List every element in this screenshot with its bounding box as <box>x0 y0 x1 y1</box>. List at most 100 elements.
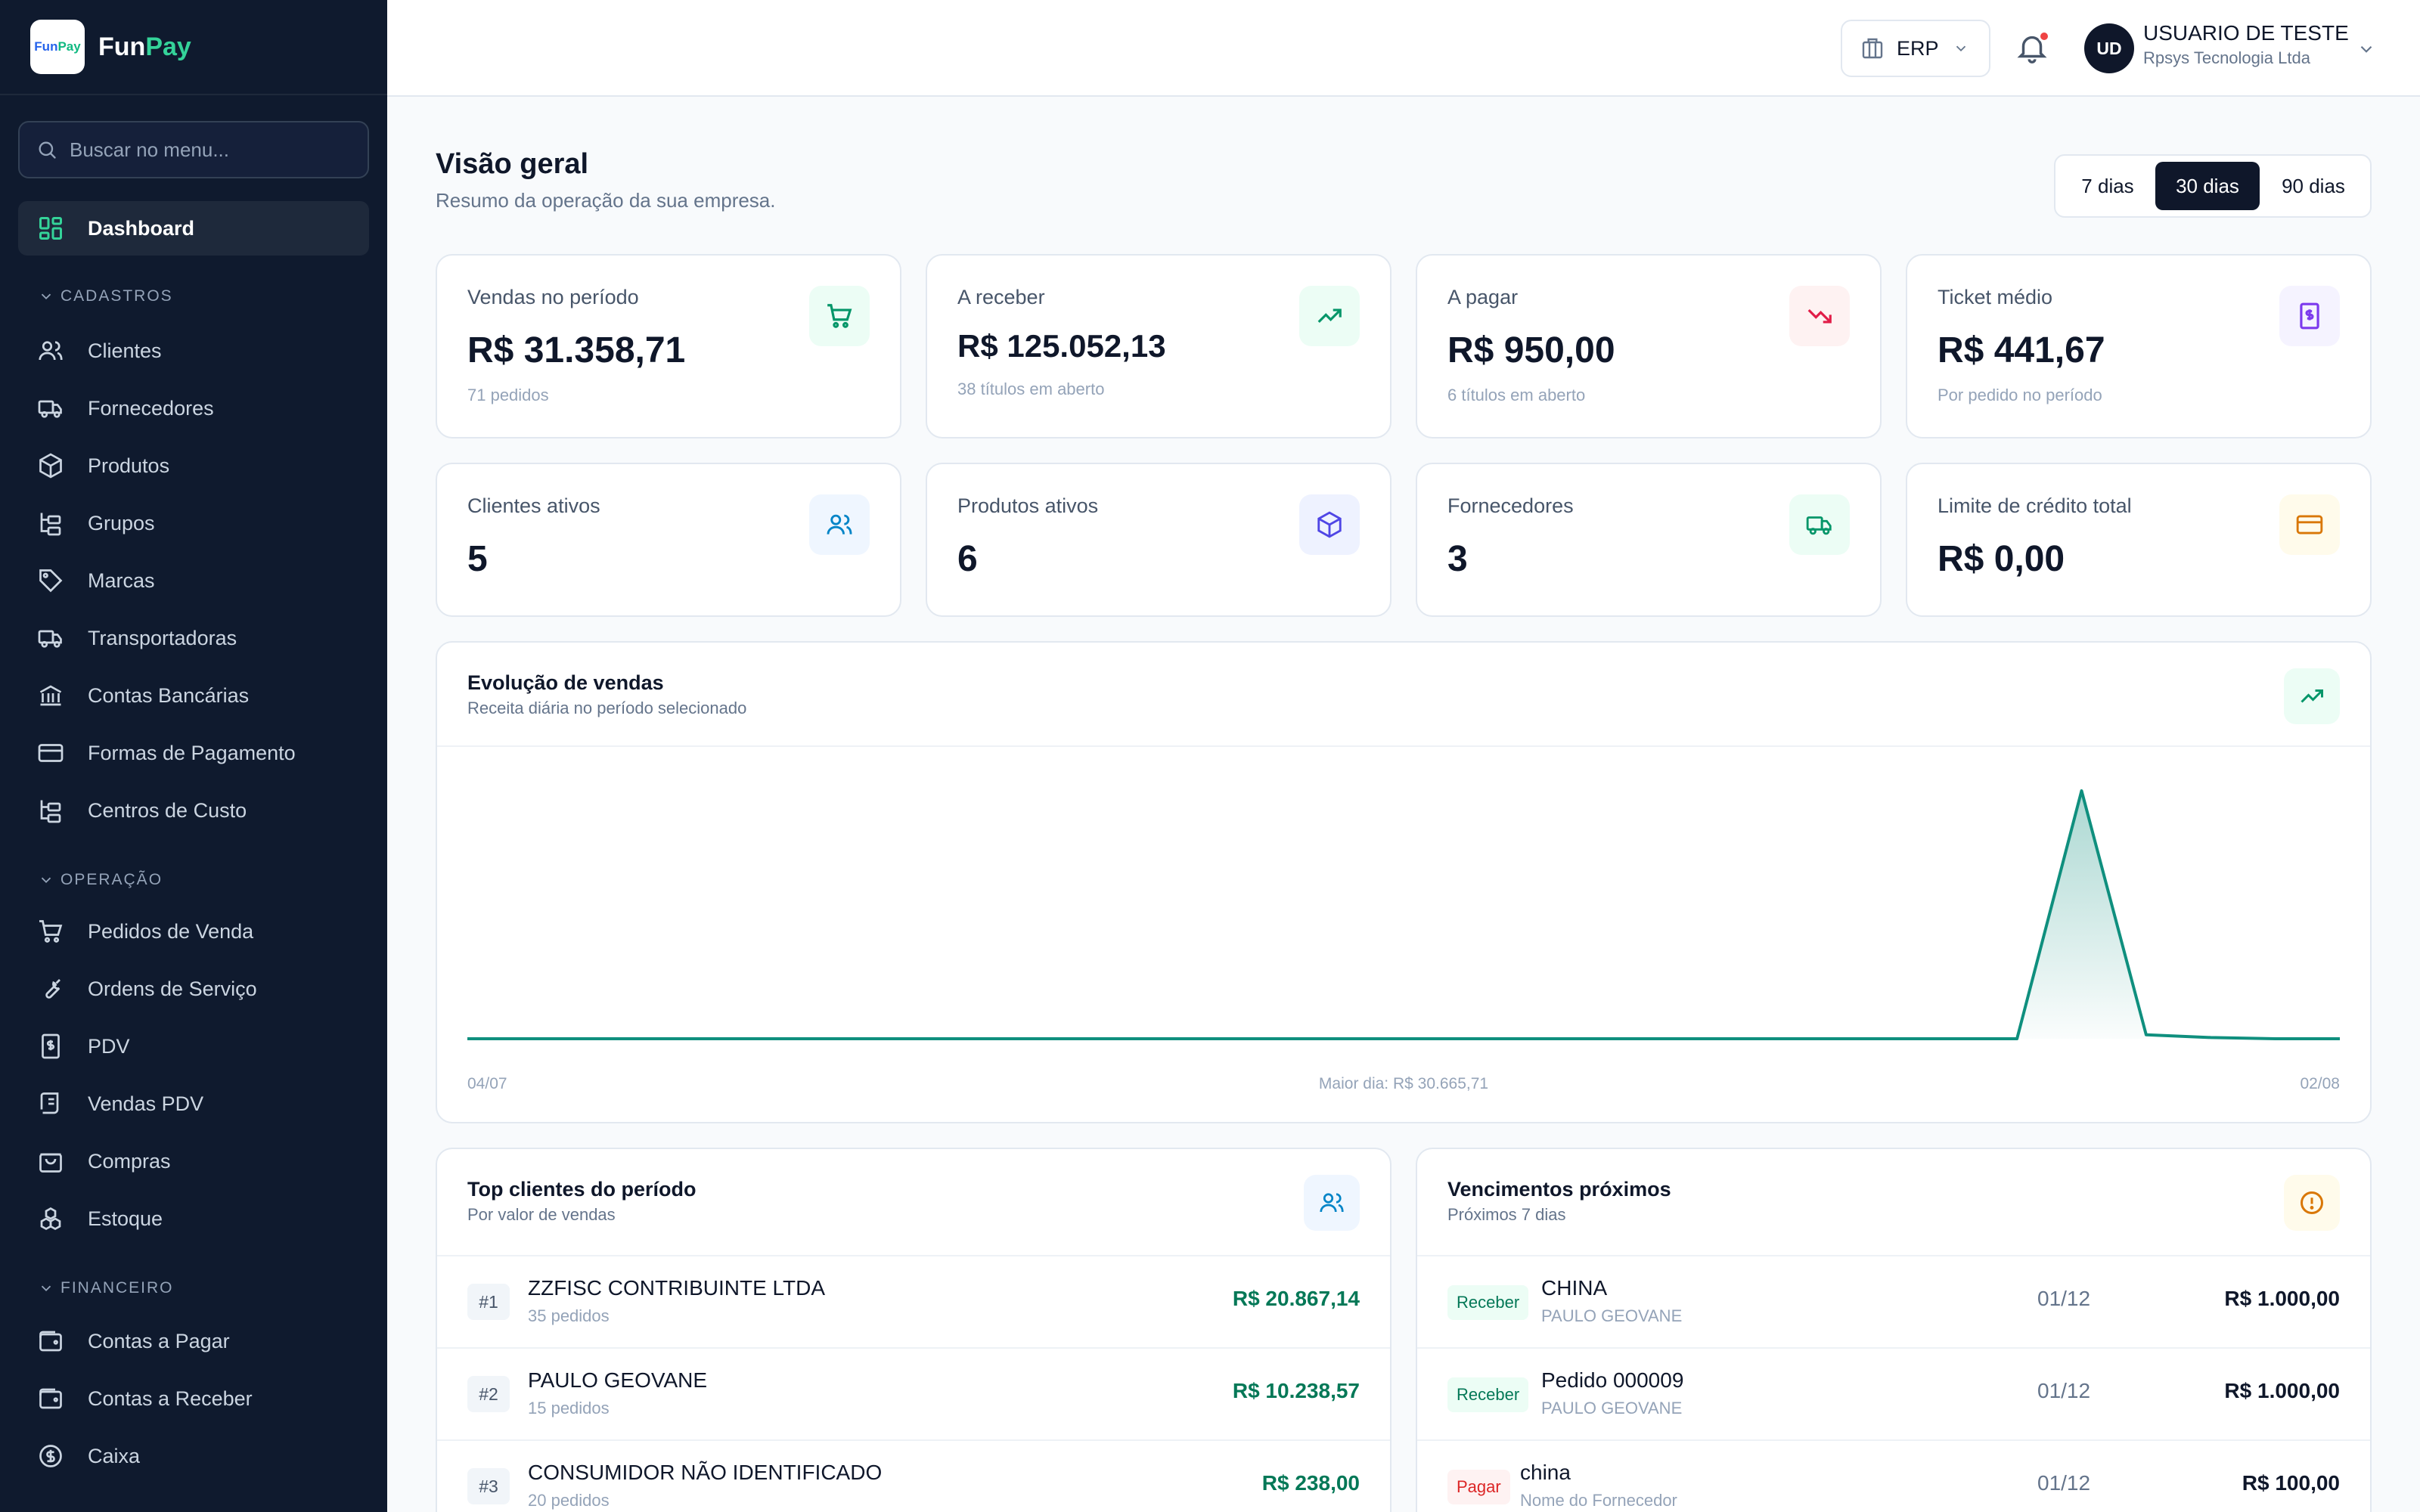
company-name: Rpsys Tecnologia Ltda <box>2143 48 2310 67</box>
chart-point[interactable] <box>724 1036 728 1041</box>
module-selector[interactable]: ERP <box>1841 20 1990 77</box>
due-name: Pedido 000009 <box>1541 1368 1684 1392</box>
sidebar-item-vendas-pdv[interactable]: Vendas PDV <box>18 1077 369 1131</box>
boxes-icon <box>36 1204 65 1233</box>
chart-point[interactable] <box>1498 1036 1503 1041</box>
chart-point[interactable] <box>2079 789 2083 793</box>
kpi-card-a-receber[interactable]: A receber R$ 125.052,13 38 títulos em ab… <box>926 254 1392 438</box>
sidebar-item-label: Dashboard <box>88 216 195 240</box>
sidebar-item-ordens-servico[interactable]: Ordens de Serviço <box>18 962 369 1016</box>
users-icon <box>1304 1175 1360 1231</box>
brand[interactable]: FunPay FunPay <box>0 0 387 95</box>
kpi-card-fornecedores[interactable]: Fornecedores 3 <box>1416 463 1882 617</box>
sidebar-item-contas-pagar[interactable]: Contas a Pagar <box>18 1314 369 1368</box>
notification-dot <box>2038 30 2050 42</box>
sidebar-item-marcas[interactable]: Marcas <box>18 553 369 608</box>
chart-point[interactable] <box>467 1036 470 1041</box>
alert-circle-icon <box>2284 1175 2340 1231</box>
sidebar-item-estoque[interactable]: Estoque <box>18 1191 369 1246</box>
section-cadastros[interactable]: CADASTROS <box>38 287 173 305</box>
menu-search[interactable] <box>18 121 369 178</box>
table-row[interactable]: #3 CONSUMIDOR NÃO IDENTIFICADO 20 pedido… <box>437 1439 1390 1512</box>
chart-point[interactable] <box>1692 1036 1696 1041</box>
bell-icon[interactable] <box>2015 30 2049 65</box>
kpi-value: R$ 125.052,13 <box>957 328 1166 364</box>
chart-point[interactable] <box>1111 1036 1115 1041</box>
kpi-sub: 6 títulos em aberto <box>1447 386 1586 404</box>
chart-point[interactable] <box>1305 1036 1309 1041</box>
sidebar-item-clientes[interactable]: Clientes <box>18 324 369 378</box>
chart-point[interactable] <box>659 1036 663 1041</box>
chart-point[interactable] <box>2208 1035 2213 1040</box>
sidebar-item-caixa[interactable]: Caixa <box>18 1429 369 1483</box>
chevron-down-icon[interactable] <box>2356 39 2376 59</box>
sidebar-item-label: Fornecedores <box>88 396 214 420</box>
table-row[interactable]: #2 PAULO GEOVANE 15 pedidos R$ 10.238,57 <box>437 1347 1390 1439</box>
chart-point[interactable] <box>788 1036 793 1041</box>
chart-point[interactable] <box>2015 1036 2019 1041</box>
sidebar-item-pedidos-venda[interactable]: Pedidos de Venda <box>18 904 369 959</box>
chart-point[interactable] <box>1821 1036 1826 1041</box>
chart-point[interactable] <box>1175 1036 1180 1041</box>
scroll-icon <box>36 1089 65 1118</box>
table-row[interactable]: Receber Pedido 000009 PAULO GEOVANE 01/1… <box>1417 1347 2370 1439</box>
hierarchy-icon <box>36 796 65 825</box>
chart-point[interactable] <box>2273 1036 2278 1041</box>
kpi-card-a-pagar[interactable]: A pagar R$ 950,00 6 títulos em aberto <box>1416 254 1882 438</box>
chart-point[interactable] <box>2144 1033 2149 1037</box>
sidebar-item-formas-pagamento[interactable]: Formas de Pagamento <box>18 726 369 780</box>
chart-point[interactable] <box>1046 1036 1050 1041</box>
range-30-days[interactable]: 30 dias <box>2155 162 2260 210</box>
table-row[interactable]: Receber CHINA PAULO GEOVANE 01/12 R$ 1.0… <box>1417 1255 2370 1347</box>
chart-point[interactable] <box>529 1036 534 1041</box>
kpi-label: Produtos ativos <box>957 494 1099 517</box>
shopping-bag-icon <box>36 1147 65 1176</box>
kpi-card-produtos-ativos[interactable]: Produtos ativos 6 <box>926 463 1392 617</box>
chart-point[interactable] <box>1369 1036 1373 1041</box>
chart-point[interactable] <box>1434 1036 1438 1041</box>
sidebar-item-compras[interactable]: Compras <box>18 1134 369 1188</box>
chart-point[interactable] <box>917 1036 922 1041</box>
kpi-card-clientes-ativos[interactable]: Clientes ativos 5 <box>436 463 901 617</box>
sidebar-item-pdv[interactable]: PDV <box>18 1019 369 1074</box>
kpi-card-vendas[interactable]: Vendas no período R$ 31.358,71 71 pedido… <box>436 254 901 438</box>
building-icon <box>1862 38 1883 59</box>
topbar: ERP UD USUARIO DE TESTE Rpsys Tecnologia… <box>387 0 2420 97</box>
due-soon-title: Vencimentos próximos <box>1447 1178 1671 1201</box>
sidebar-item-contas-bancarias[interactable]: Contas Bancárias <box>18 668 369 723</box>
sidebar-item-label: Compras <box>88 1149 171 1173</box>
kpi-card-ticket-medio[interactable]: Ticket médio R$ 441,67 Por pedido no per… <box>1906 254 2372 438</box>
rank-badge: #3 <box>467 1468 510 1504</box>
menu-search-input[interactable] <box>70 138 357 162</box>
section-financeiro[interactable]: FINANCEIRO <box>38 1279 174 1297</box>
avatar[interactable]: UD <box>2084 23 2134 73</box>
sidebar-item-label: Estoque <box>88 1207 163 1230</box>
chart-point[interactable] <box>1240 1036 1245 1041</box>
rank-badge: #1 <box>467 1284 510 1320</box>
user-name[interactable]: USUARIO DE TESTE <box>2143 21 2349 45</box>
sidebar-item-produtos[interactable]: Produtos <box>18 438 369 493</box>
table-row[interactable]: Pagar china Nome do Fornecedor 01/12 R$ … <box>1417 1439 2370 1512</box>
sidebar-item-grupos[interactable]: Grupos <box>18 496 369 550</box>
chart-point[interactable] <box>982 1036 986 1041</box>
sidebar-item-label: Grupos <box>88 511 155 534</box>
table-row[interactable]: #1 ZZFISC CONTRIBUINTE LTDA 35 pedidos R… <box>437 1255 1390 1347</box>
range-7-days[interactable]: 7 dias <box>2081 174 2134 197</box>
chart-point[interactable] <box>1757 1036 1761 1041</box>
chart-point[interactable] <box>1885 1036 1890 1041</box>
sidebar-item-contas-receber[interactable]: Contas a Receber <box>18 1371 369 1426</box>
sidebar-item-fornecedores[interactable]: Fornecedores <box>18 381 369 435</box>
chart-point[interactable] <box>2338 1036 2340 1041</box>
chart-point[interactable] <box>852 1036 857 1041</box>
sidebar-item-transportadoras[interactable]: Transportadoras <box>18 611 369 665</box>
section-operacao[interactable]: OPERAÇÃO <box>38 871 163 889</box>
chart-point[interactable] <box>594 1036 599 1041</box>
chart-point[interactable] <box>1950 1036 1955 1041</box>
kpi-card-limite-credito[interactable]: Limite de crédito total R$ 0,00 <box>1906 463 2372 617</box>
chart-point[interactable] <box>1562 1036 1567 1041</box>
chart-point[interactable] <box>1627 1036 1632 1041</box>
range-90-days[interactable]: 90 dias <box>2282 174 2345 197</box>
sidebar-item-centros-custo[interactable]: Centros de Custo <box>18 783 369 838</box>
sidebar-item-dashboard[interactable]: Dashboard <box>18 201 369 256</box>
credit-card-icon <box>36 739 65 767</box>
